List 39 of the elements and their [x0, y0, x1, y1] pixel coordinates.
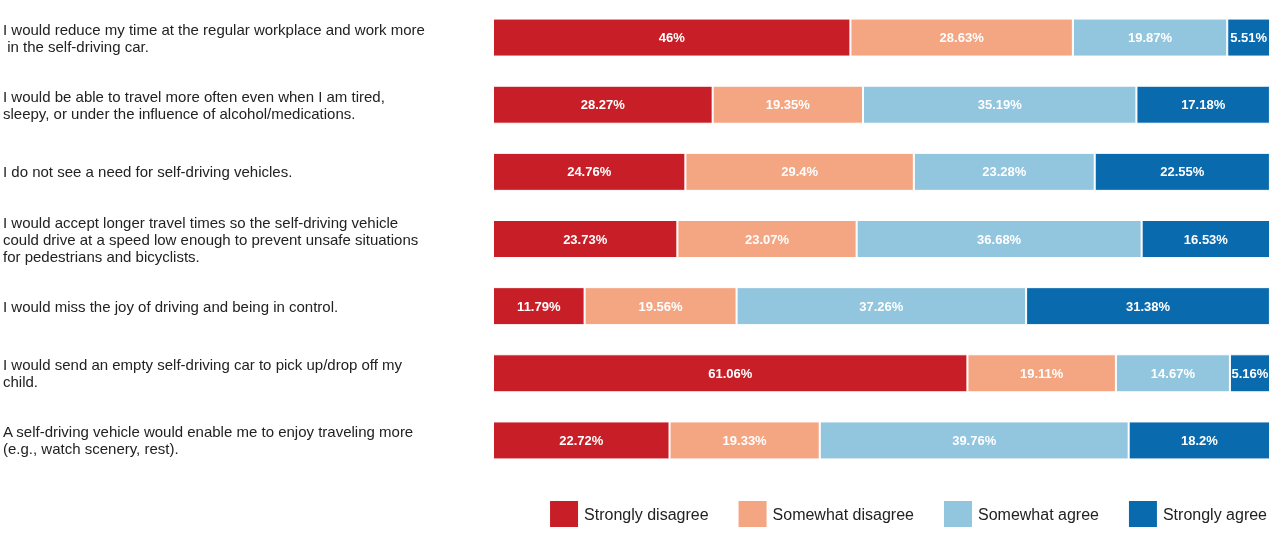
data-label: 11.79%: [517, 298, 561, 314]
data-label: 19.11%: [1019, 365, 1064, 381]
legend-label: Somewhat disagree: [772, 505, 915, 523]
data-label: 31.38%: [1125, 298, 1171, 314]
y-tick-label: I would accept longer travel times so the self-driving vehicle could drive at a speed low enough to prevent unsafe situations for pedestrians and bicyclists.: [3, 213, 423, 265]
legend-label: Somewhat agree: [977, 505, 1100, 523]
data-label: 19.33%: [722, 432, 768, 448]
y-tick-label: A self-driving vehicle would enable me to enjoy traveling more (e.g., watch scenery, rest).: [3, 423, 418, 458]
y-tick-label: I do not see a need for self-driving vehicles.: [3, 163, 293, 181]
data-label: 28.27%: [580, 97, 626, 113]
data-label: 22.72%: [559, 432, 604, 448]
y-tick-label: I would be able to travel more often even when I am tired, sleepy, or under the influence of alcohol/medications.: [3, 87, 390, 122]
data-label: 36.68%: [977, 231, 1022, 247]
data-label: 19.87%: [1128, 30, 1173, 46]
data-label: 5.51%: [1230, 30, 1268, 46]
data-label: 37.26%: [859, 298, 904, 314]
data-label: 29.4%: [781, 164, 819, 180]
data-label: 23.28%: [982, 164, 1027, 180]
legend-label: Strongly agree: [1162, 505, 1268, 523]
data-label: 16.53%: [1183, 231, 1229, 247]
data-label: 22.55%: [1160, 164, 1205, 180]
data-label: 17.18%: [1181, 97, 1226, 113]
y-tick-label: I would reduce my time at the regular workplace and work more in the self-driving car.: [3, 20, 425, 55]
data-label: 19.35%: [765, 97, 811, 113]
data-label: 28.63%: [939, 30, 985, 46]
data-label: 5.16%: [1231, 365, 1269, 381]
data-label: 46%: [658, 30, 686, 46]
data-label: 19.56%: [638, 298, 684, 314]
y-tick-label: I would miss the joy of driving and being in control.: [3, 297, 339, 315]
data-label: 39.76%: [952, 432, 997, 448]
data-label: 23.07%: [744, 231, 790, 247]
data-label: 23.73%: [563, 231, 608, 247]
data-label: 14.67%: [1150, 365, 1196, 381]
data-label: 24.76%: [567, 164, 612, 180]
data-label: 61.06%: [708, 365, 753, 381]
data-label: 35.19%: [977, 97, 1023, 113]
legend-label: Strongly disagree: [584, 505, 709, 523]
data-label: 18.2%: [1180, 432, 1219, 448]
y-tick-label: I would send an empty self-driving car to pick up/drop off my child.: [3, 356, 407, 391]
